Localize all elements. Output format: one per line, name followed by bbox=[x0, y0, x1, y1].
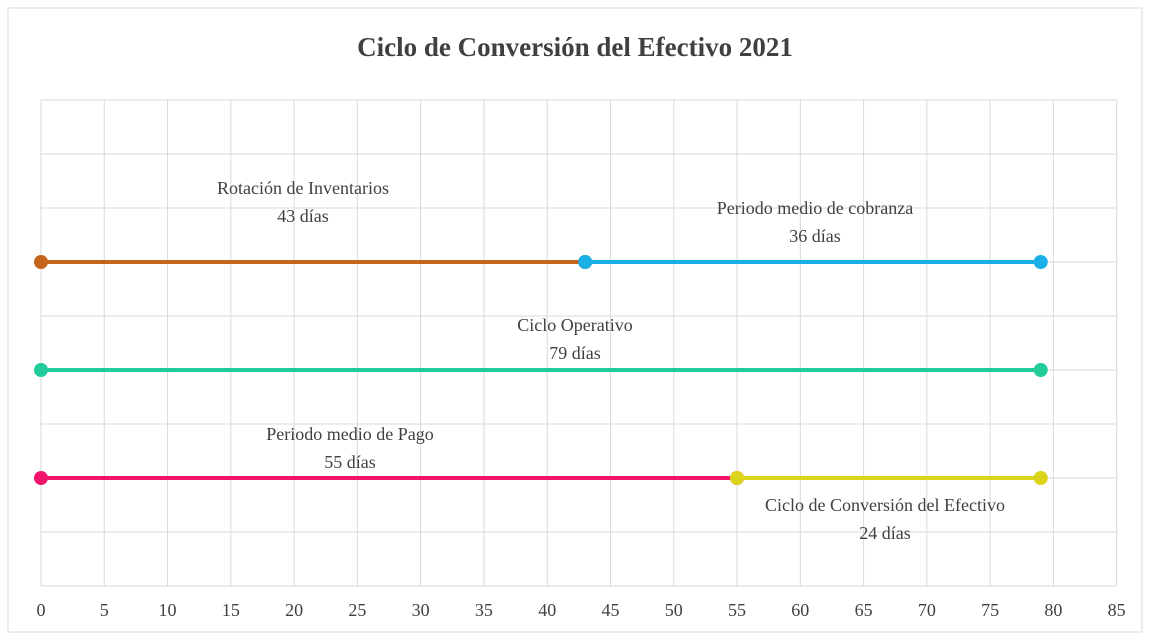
x-tick-label: 15 bbox=[222, 600, 240, 620]
x-tick-label: 25 bbox=[348, 600, 366, 620]
point bbox=[34, 363, 48, 377]
point bbox=[1033, 363, 1048, 377]
segment-name: Ciclo de Conversión del Efectivo bbox=[765, 495, 1005, 515]
chart-border bbox=[7, 7, 1143, 633]
x-tick-label: 35 bbox=[475, 600, 493, 620]
point bbox=[1033, 255, 1048, 269]
segment-name: Periodo medio de cobranza bbox=[717, 198, 913, 218]
segment-name: Ciclo Operativo bbox=[517, 315, 632, 335]
x-tick-label: 75 bbox=[981, 600, 999, 620]
segment-name: Periodo medio de Pago bbox=[266, 424, 433, 444]
x-tick-label: 30 bbox=[412, 600, 430, 620]
segment-value-label: 79 días bbox=[549, 343, 601, 363]
segment-value-label: 36 días bbox=[789, 226, 841, 246]
segment-name: Rotación de Inventarios bbox=[217, 178, 389, 198]
x-tick-label: 85 bbox=[1108, 600, 1126, 620]
x-tick-label: 55 bbox=[728, 600, 746, 620]
point bbox=[34, 255, 48, 269]
x-tick-label: 70 bbox=[918, 600, 936, 620]
x-tick-label: 50 bbox=[665, 600, 683, 620]
x-tick-label: 65 bbox=[855, 600, 873, 620]
x-tick-label: 10 bbox=[159, 600, 177, 620]
point bbox=[730, 471, 745, 485]
segment-value-label: 24 días bbox=[859, 523, 911, 543]
x-tick-label: 45 bbox=[601, 600, 619, 620]
point bbox=[34, 471, 48, 485]
x-tick-label: 40 bbox=[538, 600, 556, 620]
x-tick-label: 80 bbox=[1044, 600, 1062, 620]
point bbox=[1033, 471, 1048, 485]
point bbox=[578, 255, 593, 269]
x-tick-label: 0 bbox=[37, 600, 46, 620]
x-tick-label: 60 bbox=[791, 600, 809, 620]
x-tick-label: 20 bbox=[285, 600, 303, 620]
segment-value-label: 43 días bbox=[277, 206, 329, 226]
segment-value-label: 55 días bbox=[324, 452, 376, 472]
chart-title: Ciclo de Conversión del Efectivo 2021 bbox=[357, 32, 793, 62]
x-tick-label: 5 bbox=[100, 600, 109, 620]
